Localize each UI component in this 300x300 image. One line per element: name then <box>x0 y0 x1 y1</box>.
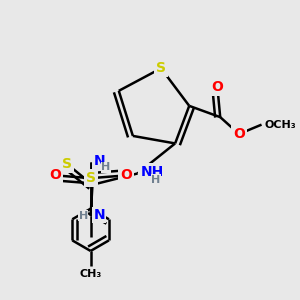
Text: H: H <box>151 175 160 185</box>
Text: N: N <box>93 154 105 168</box>
Text: OCH₃: OCH₃ <box>264 120 296 130</box>
Text: S: S <box>85 171 96 185</box>
Text: O: O <box>233 127 245 141</box>
Text: O: O <box>120 168 132 182</box>
Text: H: H <box>101 162 111 172</box>
Text: S: S <box>62 157 72 171</box>
Text: CH₃: CH₃ <box>80 269 102 279</box>
Text: H: H <box>79 211 88 221</box>
Text: O: O <box>49 168 61 182</box>
Text: NH: NH <box>140 165 164 179</box>
Text: S: S <box>156 61 166 75</box>
Text: N: N <box>93 208 105 222</box>
Text: O: O <box>212 80 223 94</box>
